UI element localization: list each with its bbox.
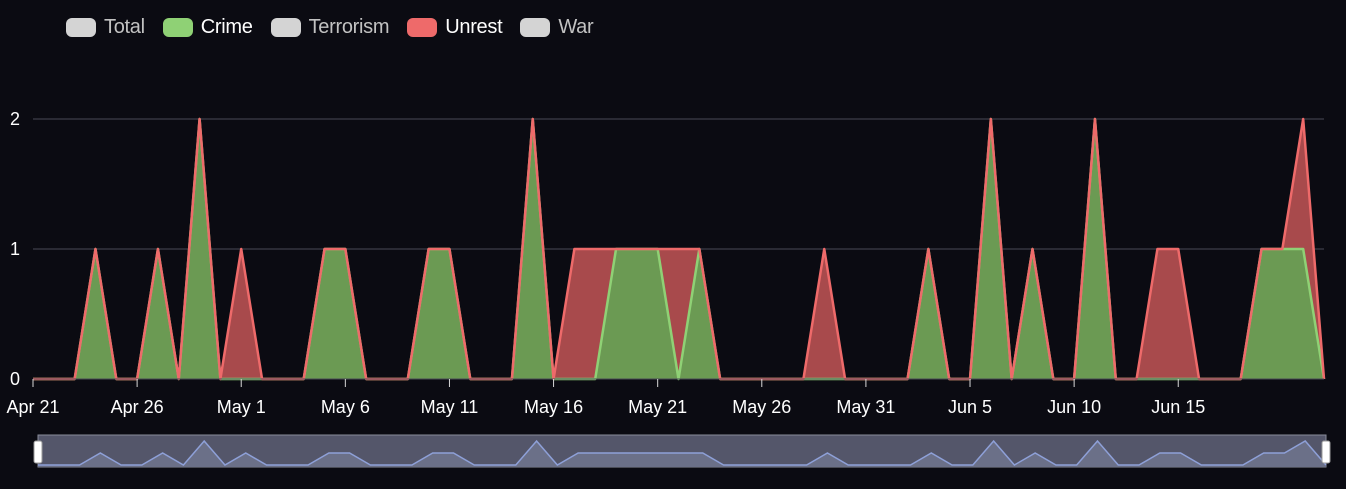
legend-label: Crime — [200, 15, 253, 38]
x-tick-label: May 11 — [421, 397, 479, 417]
x-tick-label: May 31 — [836, 397, 895, 417]
x-tick-label: May 21 — [628, 397, 687, 417]
navigator-handle-right[interactable] — [1321, 440, 1331, 464]
legend-label: Terrorism — [308, 15, 390, 38]
legend-label: Total — [104, 15, 145, 38]
axes: 0 1 2 Apr 21 Apr 26 May 1 May 6 May 11 May 16 May… — [6, 109, 1324, 417]
legend-item-unrest[interactable]: Unrest — [407, 15, 503, 39]
legend-label: War — [558, 15, 594, 38]
y-tick-label: 1 — [10, 239, 20, 259]
navigator[interactable] — [33, 434, 1331, 468]
legend-swatch — [520, 17, 551, 37]
legend-swatch — [66, 17, 96, 37]
x-tick-label: Apr 26 — [111, 397, 164, 417]
legend-item-terrorism[interactable]: Terrorism — [270, 15, 390, 39]
x-tick-label: Jun 15 — [1151, 397, 1205, 417]
x-tick-label: May 16 — [524, 397, 583, 417]
legend-label: Unrest — [445, 15, 503, 38]
legend-swatch — [162, 17, 193, 37]
navigator-line — [38, 439, 1327, 466]
grid — [33, 118, 1324, 250]
y-tick-label: 0 — [10, 369, 20, 389]
legend-swatch — [407, 17, 438, 37]
x-tick-label: May 1 — [217, 397, 266, 417]
navigator-area — [38, 441, 1326, 467]
legend-item-crime[interactable]: Crime — [162, 15, 253, 39]
legend-swatch — [270, 17, 301, 37]
x-tick-label: May 26 — [732, 397, 791, 417]
x-tick-label: May 6 — [321, 397, 370, 417]
x-tick-label: Jun 5 — [948, 397, 992, 417]
series-unrest-line — [33, 117, 1326, 381]
legend: Total Crime Terrorism Unrest War — [66, 12, 611, 42]
navigator-handle-left[interactable] — [33, 440, 43, 464]
x-tick-label: Apr 21 — [6, 397, 59, 417]
legend-item-war[interactable]: War — [520, 15, 594, 39]
x-tick-label: Jun 10 — [1047, 397, 1101, 417]
legend-item-total[interactable]: Total — [66, 16, 145, 39]
y-tick-label: 2 — [10, 109, 20, 129]
